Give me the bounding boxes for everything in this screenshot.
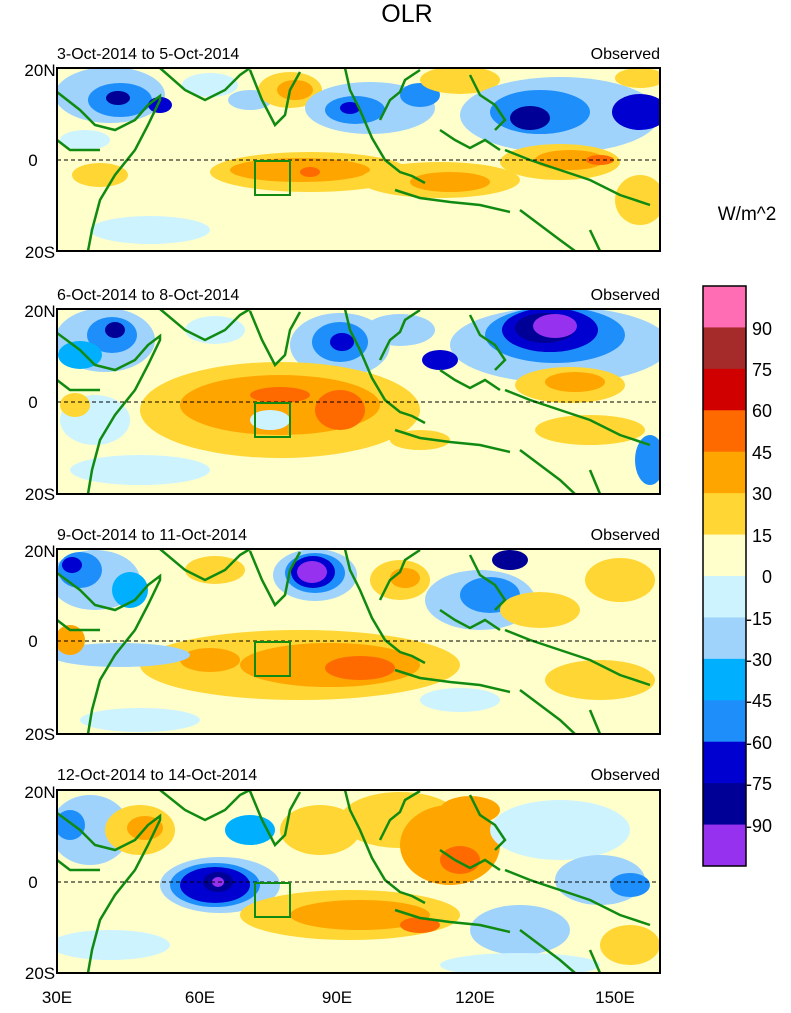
lon-label-150e: 150E <box>595 988 635 1007</box>
map-panel-4: 12-Oct-2014 to 14-Oct-2014 Observed <box>24 767 661 983</box>
lat-label-20s: 20S <box>25 725 55 744</box>
units-label: W/m^2 <box>718 204 777 225</box>
cb-label: -75 <box>746 774 772 794</box>
cb-label: 15 <box>752 526 772 546</box>
lat-label-20n: 20N <box>24 542 55 561</box>
colorbar-swatch <box>703 700 746 743</box>
panel-2-olr-field <box>57 309 660 494</box>
panel-3-region-box <box>254 641 291 677</box>
panel-2-region-box <box>254 402 291 438</box>
panel-2-lat-labels: 20N 0 20S <box>24 302 55 504</box>
panel-4-region-box <box>254 882 291 918</box>
cb-label: 45 <box>752 443 772 463</box>
colorbar-swatch <box>703 286 746 328</box>
lat-label-20s: 20S <box>25 485 55 504</box>
lat-label-20s: 20S <box>25 964 55 983</box>
colorbar-swatch <box>703 741 746 784</box>
colorbar-swatch <box>703 534 746 577</box>
panel-3-coastlines <box>57 549 651 734</box>
panel-1-olr-field <box>57 68 660 251</box>
panel-1-date-range: 3-Oct-2014 to 5-Oct-2014 <box>57 46 239 63</box>
panel-4-date-range: 12-Oct-2014 to 14-Oct-2014 <box>57 767 257 784</box>
panel-4-lat-labels: 20N 0 20S <box>24 783 55 983</box>
lon-labels: 30E 60E 90E 120E 150E <box>42 988 635 1007</box>
panel-1-region-box <box>254 160 291 196</box>
cb-label: 0 <box>762 567 772 587</box>
colorbar-swatch <box>703 451 746 494</box>
lat-label-eq: 0 <box>28 632 37 651</box>
map-panel-2: 6-Oct-2014 to 8-Oct-2014 Observed <box>24 287 661 504</box>
panel-1-lat-labels: 20N 0 20S <box>24 61 55 262</box>
lon-label-120e: 120E <box>455 988 495 1007</box>
lon-label-90e: 90E <box>322 988 352 1007</box>
colorbar-swatch <box>703 783 746 826</box>
colorbar-swatch <box>703 327 746 370</box>
panel-1-source-label: Observed <box>591 46 660 63</box>
map-panel-3: 9-Oct-2014 to 11-Oct-2014 Observed <box>24 527 661 744</box>
lon-label-30e: 30E <box>42 988 72 1007</box>
lat-label-20n: 20N <box>24 61 55 80</box>
cb-label: 60 <box>752 401 772 421</box>
colorbar-swatches <box>703 286 746 867</box>
panel-2-source-label: Observed <box>591 287 660 304</box>
panel-3-lat-labels: 20N 0 20S <box>24 542 55 744</box>
colorbar-swatch <box>703 824 746 867</box>
colorbar-swatch <box>703 576 746 618</box>
panel-3-date-range: 9-Oct-2014 to 11-Oct-2014 <box>57 527 247 544</box>
colorbar-swatch <box>703 368 746 411</box>
cb-label: -45 <box>746 691 772 711</box>
panel-4-coastlines <box>57 790 651 973</box>
colorbar-swatch <box>703 410 746 453</box>
panel-2-date-range: 6-Oct-2014 to 8-Oct-2014 <box>57 287 239 304</box>
panel-2-coastlines <box>57 309 651 494</box>
colorbar-swatch <box>703 617 746 660</box>
cb-label: -15 <box>746 609 772 629</box>
lat-label-eq: 0 <box>28 873 37 892</box>
colorbar: 90 75 60 45 30 15 0 -15 -30 -45 -60 -75 … <box>702 285 772 867</box>
panel-1-coastlines <box>57 68 651 251</box>
cb-label: 30 <box>752 484 772 504</box>
cb-label: -30 <box>746 650 772 670</box>
lat-label-eq: 0 <box>28 393 37 412</box>
lat-label-20s: 20S <box>25 243 55 262</box>
lat-label-20n: 20N <box>24 302 55 321</box>
colorbar-labels: 90 75 60 45 30 15 0 -15 -30 -45 -60 -75 … <box>746 319 772 836</box>
cb-label: -60 <box>746 733 772 753</box>
cb-label: 75 <box>752 360 772 380</box>
colorbar-swatch <box>703 658 746 701</box>
cb-label: 90 <box>752 319 772 339</box>
cb-label: -90 <box>746 816 772 836</box>
lat-label-eq: 0 <box>28 151 37 170</box>
panel-4-source-label: Observed <box>591 767 660 784</box>
lon-label-60e: 60E <box>185 988 215 1007</box>
colorbar-swatch <box>703 493 746 536</box>
panel-3-source-label: Observed <box>591 527 660 544</box>
map-panel-1: 3-Oct-2014 to 5-Oct-2014 Observed <box>24 46 661 262</box>
lat-label-20n: 20N <box>24 783 55 802</box>
figure-title: OLR <box>381 0 432 28</box>
